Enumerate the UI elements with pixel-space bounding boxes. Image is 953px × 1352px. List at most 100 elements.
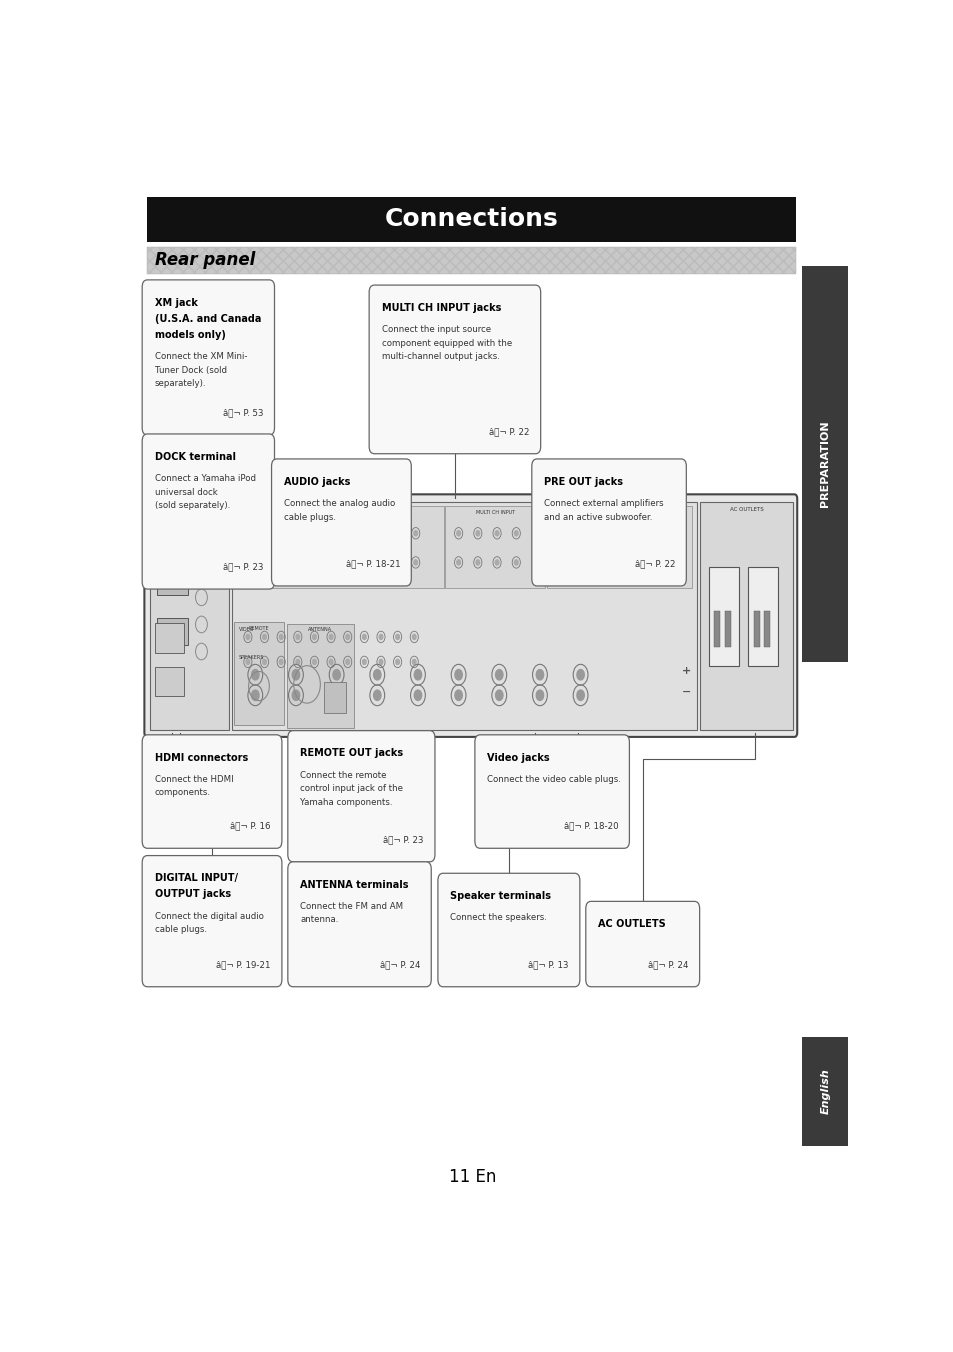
Circle shape [514,531,517,535]
Circle shape [246,634,250,639]
Circle shape [378,634,382,639]
Text: Rear panel: Rear panel [154,251,254,269]
Bar [147,196,796,242]
Circle shape [279,634,283,639]
Bar [233,622,284,725]
Circle shape [395,560,398,565]
Text: Connect the HDMI: Connect the HDMI [154,775,233,784]
Circle shape [279,660,283,664]
Circle shape [279,531,283,535]
Bar [323,681,346,713]
Text: AUDIO: AUDIO [329,510,347,515]
Circle shape [514,560,517,565]
Circle shape [329,634,333,639]
Bar [714,611,720,648]
Circle shape [455,690,462,700]
Circle shape [495,531,498,535]
Bar [753,611,759,648]
Bar [700,502,792,730]
Circle shape [329,660,333,664]
Text: and an active subwoofer.: and an active subwoofer. [544,512,652,522]
Text: models only): models only) [154,330,225,339]
Circle shape [634,531,638,535]
FancyBboxPatch shape [369,285,540,454]
Circle shape [456,531,460,535]
Circle shape [414,531,417,535]
Circle shape [577,690,583,700]
Bar [708,566,738,665]
Circle shape [374,669,380,680]
Circle shape [554,531,558,535]
Circle shape [456,560,460,565]
Bar [147,246,796,273]
Circle shape [455,669,462,680]
Circle shape [262,634,266,639]
Bar [763,611,769,648]
Text: English: English [820,1068,829,1114]
Circle shape [313,660,316,664]
Text: PRE OUT: PRE OUT [608,510,629,515]
Text: Connect a Yamaha iPod: Connect a Yamaha iPod [154,475,255,483]
Text: â¬ P. 18-21: â¬ P. 18-21 [345,560,400,568]
FancyBboxPatch shape [585,902,699,987]
Circle shape [246,660,250,664]
Text: Connect the video cable plugs.: Connect the video cable plugs. [487,775,620,784]
Bar [150,502,229,730]
Text: â¬ P. 23: â¬ P. 23 [223,562,263,572]
Text: â¬ P. 22: â¬ P. 22 [634,560,675,568]
Text: ANTENNA terminals: ANTENNA terminals [300,880,409,890]
Text: AUDIO jacks: AUDIO jacks [284,477,350,487]
Circle shape [346,660,349,664]
Circle shape [260,531,263,535]
Circle shape [375,531,378,535]
Bar [155,623,183,653]
Circle shape [362,634,366,639]
Circle shape [495,560,498,565]
Text: PREPARATION: PREPARATION [820,420,829,507]
Text: MULTI CH INPUT: MULTI CH INPUT [476,510,515,515]
Circle shape [333,669,340,680]
Text: Yamaha components.: Yamaha components. [300,798,393,807]
Circle shape [295,634,299,639]
Text: HDMI: HDMI [182,514,196,519]
Text: Connect the digital audio: Connect the digital audio [154,911,263,921]
Text: SPEAKERS: SPEAKERS [239,656,264,660]
Text: −: − [681,687,690,696]
Text: cable plugs.: cable plugs. [284,512,335,522]
Circle shape [292,690,299,700]
Text: AC OUTLETS: AC OUTLETS [598,919,665,929]
Circle shape [378,660,382,664]
Circle shape [414,669,421,680]
Bar [157,568,188,595]
Text: 11 En: 11 En [449,1168,496,1186]
FancyBboxPatch shape [142,735,282,848]
Text: â¬ P. 16: â¬ P. 16 [230,822,271,830]
FancyBboxPatch shape [288,730,435,861]
Circle shape [262,660,266,664]
Circle shape [495,669,502,680]
Text: â¬ P. 53: â¬ P. 53 [223,408,263,418]
Circle shape [594,531,598,535]
Text: cable plugs.: cable plugs. [154,925,207,934]
Text: universal dock: universal dock [154,488,217,496]
Circle shape [594,560,598,565]
Text: â¬ P. 24: â¬ P. 24 [647,960,688,969]
FancyBboxPatch shape [142,434,274,589]
Text: control input jack of the: control input jack of the [300,784,403,794]
Bar [287,623,354,729]
Text: separately).: separately). [154,380,206,388]
Circle shape [336,531,340,535]
FancyBboxPatch shape [142,856,282,987]
Circle shape [634,560,638,565]
Bar [801,1037,847,1146]
Circle shape [241,560,244,565]
Bar [748,566,778,665]
Bar [233,506,443,588]
Text: â¬ P. 13: â¬ P. 13 [528,960,568,969]
Circle shape [414,560,417,565]
Text: Connect the speakers.: Connect the speakers. [450,914,547,922]
Circle shape [374,690,380,700]
Bar [547,506,691,588]
Circle shape [279,560,283,565]
Text: XM jack: XM jack [154,297,197,307]
